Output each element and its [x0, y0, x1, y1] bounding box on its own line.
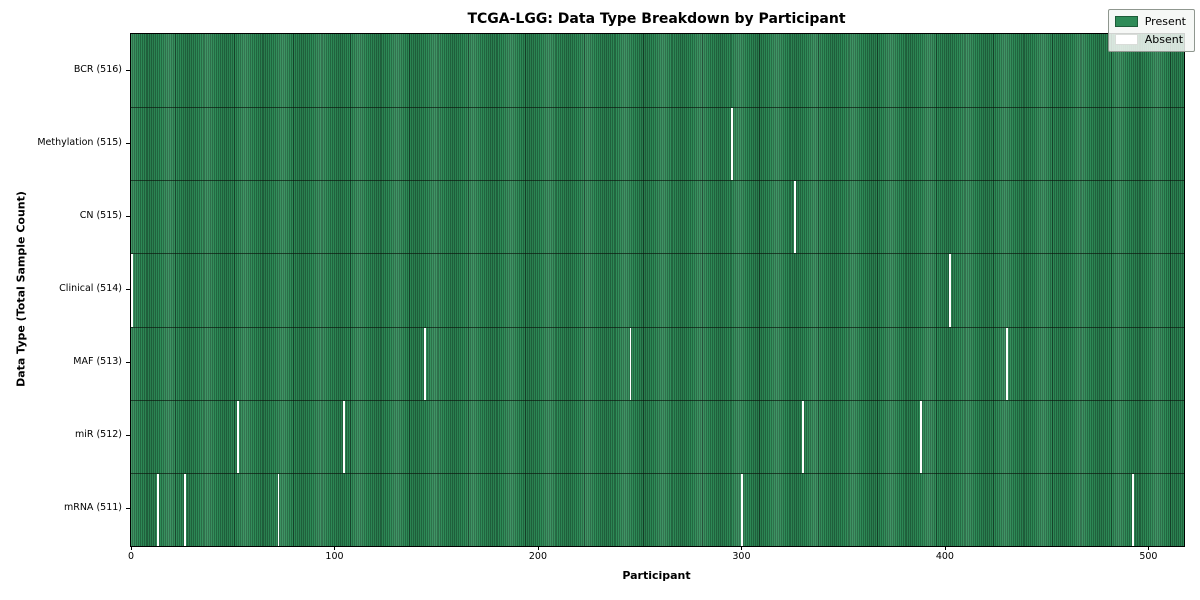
absent-stripe-mRNA-72 [277, 473, 280, 546]
ytick-label-CN: CN (515) [79, 209, 122, 221]
absent-stripe-MAF-430 [1005, 327, 1008, 400]
legend-item-present: Present [1114, 15, 1186, 28]
absent-stripe-MAF-144 [424, 327, 426, 400]
ytick-label-MAF: MAF (513) [73, 356, 122, 368]
absent-stripe-miR-330 [802, 400, 805, 473]
xtick-mark-100 [334, 546, 336, 550]
row-MAF [131, 326, 1184, 400]
xtick-label-0: 0 [127, 551, 135, 562]
x-axis-label: Participant [622, 569, 691, 582]
absent-stripe-Clinical-0 [131, 254, 133, 327]
absent-stripe-mRNA-492 [1132, 473, 1135, 546]
xtick-label-400: 400 [935, 551, 954, 562]
xtick-label-500: 500 [1139, 551, 1158, 562]
row-Methylation [131, 107, 1184, 181]
xtick-mark-500 [1148, 546, 1150, 550]
ytick-mark-Methylation [126, 142, 130, 144]
xtick-label-200: 200 [528, 551, 548, 562]
legend: Present Absent [1107, 9, 1195, 52]
legend-item-absent: Absent [1114, 33, 1186, 46]
ytick-mark-MAF [126, 362, 130, 364]
ytick-label-miR: miR (512) [74, 429, 122, 441]
row-CN [131, 180, 1184, 254]
absent-stripe-miR-52 [236, 400, 239, 473]
absent-stripe-mRNA-300 [741, 473, 744, 546]
legend-label-present: Present [1144, 15, 1186, 28]
xtick-mark-300 [741, 546, 743, 550]
ytick-label-mRNA: mRNA (511) [63, 502, 122, 514]
row-miR [131, 399, 1184, 473]
ytick-mark-mRNA [126, 508, 130, 510]
absent-swatch-icon [1114, 34, 1138, 45]
xtick-mark-400 [944, 546, 946, 550]
ytick-mark-Clinical [126, 289, 130, 290]
absent-stripe-Methylation-295 [731, 108, 734, 181]
row-Clinical [131, 253, 1184, 327]
ytick-mark-miR [126, 435, 130, 437]
row-mRNA [131, 472, 1184, 546]
absent-stripe-MAF-245 [629, 327, 632, 400]
ytick-mark-CN [126, 215, 130, 217]
xtick-label-300: 300 [732, 551, 751, 562]
absent-stripe-CN-326 [794, 181, 797, 254]
ytick-mark-BCR [126, 69, 130, 71]
plot-area [130, 33, 1185, 547]
chart-title: TCGA-LGG: Data Type Breakdown by Partici… [467, 11, 846, 27]
absent-stripe-Clinical-402 [948, 254, 951, 327]
absent-stripe-mRNA-13 [157, 473, 160, 546]
ytick-label-Clinical: Clinical (514) [59, 283, 122, 294]
present-swatch-icon [1114, 16, 1138, 27]
xtick-mark-0 [131, 546, 133, 550]
absent-stripe-miR-104 [342, 400, 345, 473]
row-BCR [131, 34, 1184, 107]
legend-label-absent: Absent [1144, 33, 1184, 46]
absent-stripe-miR-388 [920, 400, 923, 473]
ytick-label-BCR: BCR (516) [73, 63, 122, 75]
xtick-mark-200 [537, 546, 539, 550]
ytick-label-Methylation: Methylation (515) [37, 136, 122, 148]
absent-stripe-mRNA-26 [183, 473, 186, 546]
xtick-label-100: 100 [325, 551, 344, 562]
